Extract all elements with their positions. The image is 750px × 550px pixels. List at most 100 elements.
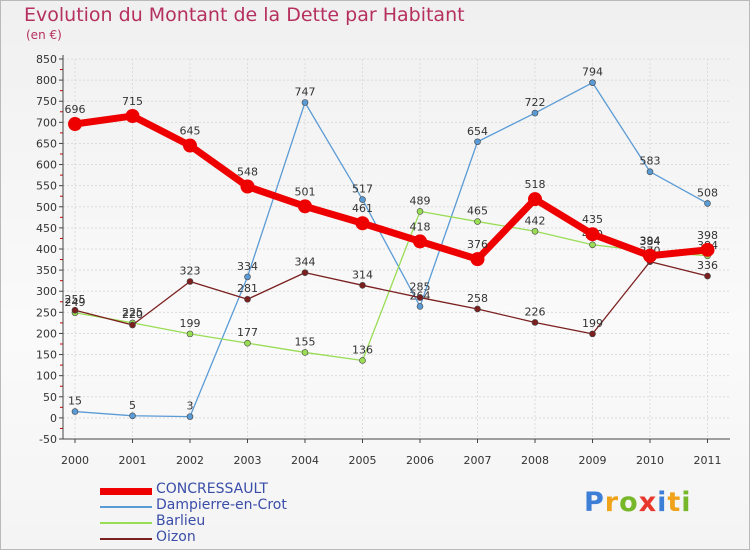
data-label: 508 [697,186,718,199]
data-point [244,339,251,347]
data-label: 225 [122,306,143,319]
data-label: 199 [180,317,201,330]
legend-swatch [100,506,152,508]
logo-letter: i [657,487,668,518]
data-point [416,294,424,301]
data-label: 696 [65,103,86,116]
y-tick-label: 150 [36,349,57,362]
data-label: 314 [352,268,373,281]
data-point [531,109,539,117]
data-label: 3 [187,400,194,413]
data-label: 517 [352,183,373,196]
x-tick-label: 2005 [349,454,377,467]
data-label: 258 [467,292,488,305]
data-point [359,196,366,203]
legend-swatch [100,522,152,524]
data-label: 583 [640,155,661,168]
data-label: 177 [237,326,258,339]
x-tick-label: 2003 [234,454,262,467]
y-tick-label: 300 [36,285,57,298]
data-label: 334 [237,260,258,273]
logo-letter: x [638,487,658,518]
y-tick-label: 600 [36,159,57,172]
data-point [359,357,366,364]
data-point [474,305,481,313]
x-tick-label: 2000 [61,454,89,467]
proxiti-logo: Proxiti [584,487,692,518]
y-tick-label: 200 [36,327,57,340]
data-label: 501 [295,185,316,198]
legend-label: Oizon [156,529,196,545]
y-tick-label: 500 [36,201,57,214]
data-point [129,412,136,420]
y-tick-label: 400 [36,243,57,256]
data-point [359,282,366,289]
y-tick-label: 700 [36,116,57,129]
data-label: 5 [129,399,136,412]
data-point [416,208,424,215]
y-tick-label: 350 [36,264,57,277]
data-point [125,109,140,123]
data-point [589,79,596,86]
data-point [186,330,194,338]
data-label: 281 [237,282,258,295]
y-tick-label: 800 [36,74,57,87]
data-point [244,273,251,281]
data-point [298,199,312,214]
data-point [474,218,481,225]
y-tick-label: 550 [36,180,57,193]
data-point [413,234,427,249]
data-label: 489 [410,194,431,207]
legend-swatch [100,487,152,495]
data-point [301,269,309,276]
data-point [643,248,657,263]
data-point [585,227,600,242]
data-point [183,138,197,153]
data-label: 794 [582,66,603,79]
data-point [355,216,370,231]
data-label: 220 [122,308,143,321]
y-tick-label: 450 [36,222,57,235]
x-tick-label: 2011 [694,454,722,467]
data-label: 199 [582,317,603,330]
y-tick-label: 50 [43,391,57,404]
data-label: 398 [697,229,718,242]
data-label: 461 [352,202,373,215]
data-point [240,179,255,194]
chart-title: Evolution du Montant de la Dette par Hab… [24,4,465,26]
chart-subtitle: (en €) [26,28,62,42]
data-label: 376 [467,238,488,251]
x-tick-label: 2004 [291,454,319,467]
data-point [68,117,82,132]
data-label: 715 [122,95,143,108]
data-label: 344 [295,256,316,269]
data-label: 442 [525,214,546,227]
y-tick-label: -50 [39,433,57,446]
logo-letter: o [619,487,639,518]
data-point [129,321,136,329]
data-label: 249 [65,296,86,309]
data-label: 418 [410,220,431,233]
data-label: 323 [180,265,201,278]
legend-swatch [100,538,152,540]
data-point [528,192,542,207]
data-label: 548 [237,166,258,179]
data-point [186,278,194,285]
data-label: 465 [467,205,488,218]
y-tick-label: 250 [36,306,57,319]
data-point [531,227,539,235]
data-point [71,306,79,314]
legend-label: CONCRESSAULT [156,481,268,497]
y-tick-label: 100 [36,370,57,383]
data-point [71,408,79,415]
data-point [301,349,309,356]
y-tick-label: 0 [50,412,57,425]
y-tick-label: 650 [36,137,57,150]
data-point [589,241,596,249]
data-point [244,295,251,303]
y-tick-label: 750 [36,95,57,108]
legend-label: Barlieu [156,513,206,529]
legend-label: Dampierre-en-Crot [156,497,287,513]
